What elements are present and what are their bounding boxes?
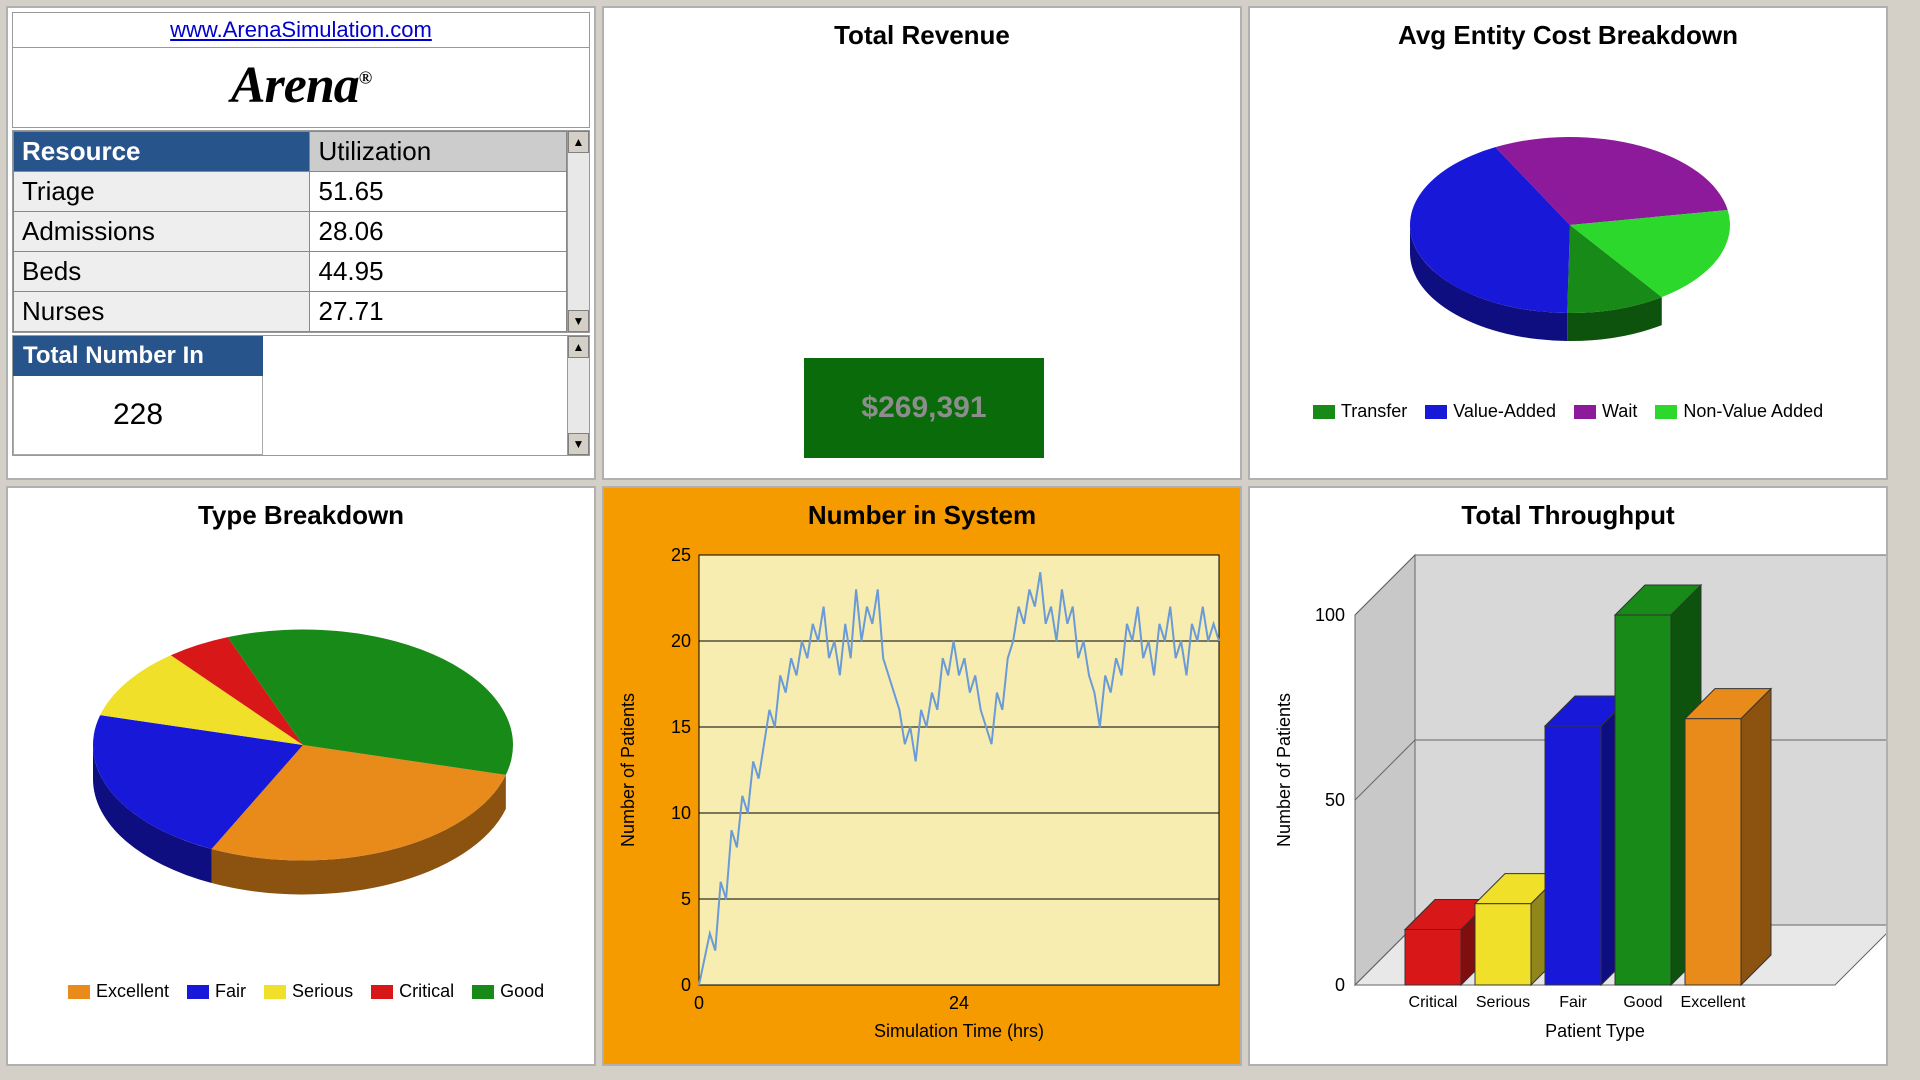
revenue-panel: Total Revenue $269,391 bbox=[602, 6, 1242, 480]
legend-item: Transfer bbox=[1313, 401, 1407, 422]
table-row: Beds44.95 bbox=[14, 252, 567, 292]
svg-text:Number of Patients: Number of Patients bbox=[1274, 693, 1294, 847]
legend-item: Non-Value Added bbox=[1655, 401, 1823, 422]
col-utilization: Utilization bbox=[310, 132, 567, 172]
type-breakdown-panel: Type Breakdown Excellent Fair Serious Criti… bbox=[6, 486, 596, 1066]
legend-item: Excellent bbox=[68, 981, 169, 1002]
cost-pie-chart bbox=[1250, 55, 1888, 395]
scroll-down-icon[interactable]: ▼ bbox=[568, 433, 589, 455]
cost-legend: Transfer Value-Added Wait Non-Value Added bbox=[1250, 395, 1886, 428]
revenue-value-box: $269,391 bbox=[804, 358, 1044, 458]
throughput-title: Total Throughput bbox=[1250, 488, 1886, 535]
logo-text: Arena® bbox=[231, 57, 371, 114]
type-legend: Excellent Fair Serious Critical Good bbox=[8, 975, 594, 1008]
svg-text:15: 15 bbox=[671, 717, 691, 737]
svg-text:Excellent: Excellent bbox=[1681, 994, 1746, 1011]
svg-text:Number of Patients: Number of Patients bbox=[618, 693, 638, 847]
type-pie-chart bbox=[8, 535, 596, 975]
nis-line-chart: 0 5 10 15 20 25 0 24 Number of Patients Simulatio… bbox=[604, 535, 1242, 1055]
throughput-bar-chart: 0 50 100 Critical Serious Fair Good Excellent Nu… bbox=[1250, 535, 1888, 1055]
type-title: Type Breakdown bbox=[8, 488, 594, 535]
svg-text:Good: Good bbox=[1623, 994, 1662, 1011]
revenue-title: Total Revenue bbox=[604, 8, 1240, 55]
svg-text:Simulation Time (hrs): Simulation Time (hrs) bbox=[874, 1021, 1044, 1041]
total-in-wrap: Total Number In 228 ▲ ▼ bbox=[12, 335, 590, 456]
svg-text:Serious: Serious bbox=[1476, 994, 1530, 1011]
table-scrollbar[interactable]: ▲ ▼ bbox=[567, 131, 589, 332]
svg-text:24: 24 bbox=[949, 993, 969, 1013]
url-bar: www.ArenaSimulation.com bbox=[12, 12, 590, 48]
arena-link[interactable]: www.ArenaSimulation.com bbox=[170, 17, 432, 42]
table-row: Nurses27.71 bbox=[14, 292, 567, 332]
svg-text:5: 5 bbox=[681, 889, 691, 909]
legend-item: Good bbox=[472, 981, 544, 1002]
svg-text:0: 0 bbox=[694, 993, 704, 1013]
logo-bar: Arena® bbox=[12, 48, 590, 128]
col-resource: Resource bbox=[14, 132, 310, 172]
svg-text:0: 0 bbox=[681, 975, 691, 995]
svg-text:Critical: Critical bbox=[1409, 994, 1458, 1011]
cost-title: Avg Entity Cost Breakdown bbox=[1250, 8, 1886, 55]
scroll-up-icon[interactable]: ▲ bbox=[568, 336, 589, 358]
svg-text:25: 25 bbox=[671, 545, 691, 565]
table-row: Admissions28.06 bbox=[14, 212, 567, 252]
info-panel: www.ArenaSimulation.com Arena® Resource … bbox=[6, 6, 596, 480]
legend-item: Wait bbox=[1574, 401, 1637, 422]
total-in-value: 228 bbox=[13, 376, 263, 455]
cost-breakdown-panel: Avg Entity Cost Breakdown Transfer Value-… bbox=[1248, 6, 1888, 480]
svg-text:10: 10 bbox=[671, 803, 691, 823]
svg-text:50: 50 bbox=[1325, 790, 1345, 810]
table-row: Triage51.65 bbox=[14, 172, 567, 212]
resource-table: Resource Utilization Triage51.65Admissio… bbox=[13, 131, 567, 332]
throughput-panel: Total Throughput 0 50 100 Critical Serious Fa… bbox=[1248, 486, 1888, 1066]
legend-item: Critical bbox=[371, 981, 454, 1002]
svg-text:100: 100 bbox=[1315, 605, 1345, 625]
scroll-up-icon[interactable]: ▲ bbox=[568, 131, 589, 153]
resource-table-wrap: Resource Utilization Triage51.65Admissio… bbox=[12, 130, 590, 333]
legend-item: Serious bbox=[264, 981, 353, 1002]
total-scrollbar[interactable]: ▲ ▼ bbox=[567, 336, 589, 455]
nis-title: Number in System bbox=[604, 488, 1240, 535]
legend-item: Value-Added bbox=[1425, 401, 1556, 422]
number-in-system-panel: Number in System 0 5 10 15 20 25 0 24 Number of … bbox=[602, 486, 1242, 1066]
legend-item: Fair bbox=[187, 981, 246, 1002]
scroll-down-icon[interactable]: ▼ bbox=[568, 310, 589, 332]
svg-text:Fair: Fair bbox=[1559, 994, 1587, 1011]
svg-text:Patient Type: Patient Type bbox=[1545, 1021, 1645, 1041]
total-in-label: Total Number In bbox=[13, 336, 263, 376]
svg-text:20: 20 bbox=[671, 631, 691, 651]
svg-text:0: 0 bbox=[1335, 975, 1345, 995]
